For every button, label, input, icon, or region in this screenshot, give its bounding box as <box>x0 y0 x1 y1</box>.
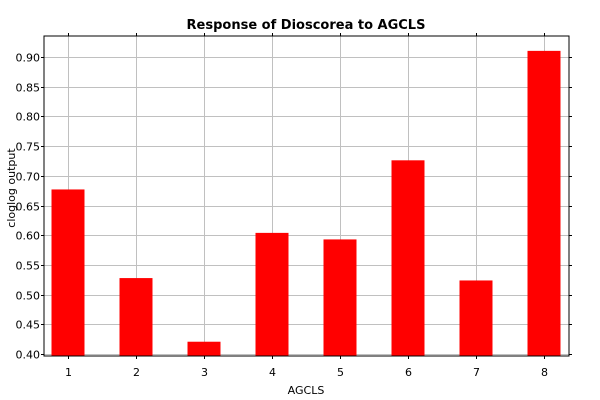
bars <box>51 50 561 357</box>
x-tick-label: 6 <box>405 366 412 379</box>
y-tick-label: 0.50 <box>16 290 41 303</box>
bar-3 <box>187 341 221 356</box>
x-tick-label: 2 <box>133 366 140 379</box>
chart-title: Response of Dioscorea to AGCLS <box>187 18 426 33</box>
y-tick-label: 0.55 <box>16 260 41 273</box>
y-axis-ticks: 0.40 0.45 0.50 0.55 0.60 0.65 0.70 0.75 0.80 0.85… <box>16 52 572 362</box>
x-tick-label: 7 <box>473 366 480 379</box>
bar-2 <box>119 278 153 356</box>
y-tick-label: 0.85 <box>16 82 41 95</box>
bar-6 <box>391 160 425 356</box>
y-tick-label: 0.65 <box>16 201 41 214</box>
bar-4 <box>255 232 289 356</box>
x-axis-label: AGCLS <box>288 384 325 397</box>
bar-7 <box>459 280 493 356</box>
x-axis-ticks: 1 2 3 4 5 6 7 8 <box>65 33 548 379</box>
y-axis-label: cloglog output <box>5 148 18 228</box>
x-tick-label: 5 <box>337 366 344 379</box>
y-tick-label: 0.75 <box>16 141 41 154</box>
y-tick-label: 0.80 <box>16 111 41 124</box>
bar-5 <box>323 239 357 356</box>
plot-frame <box>43 35 570 357</box>
y-tick-label: 0.90 <box>16 52 41 65</box>
bar-8 <box>527 50 561 357</box>
y-tick-label: 0.45 <box>16 319 41 332</box>
x-tick-label: 4 <box>269 366 276 379</box>
x-tick-label: 1 <box>65 366 72 379</box>
y-tick-label: 0.40 <box>16 349 41 362</box>
x-tick-label: 8 <box>541 366 548 379</box>
y-tick-label: 0.70 <box>16 171 41 184</box>
y-tick-label: 0.60 <box>16 230 41 243</box>
bar-1 <box>51 189 85 356</box>
x-tick-label: 3 <box>201 366 208 379</box>
